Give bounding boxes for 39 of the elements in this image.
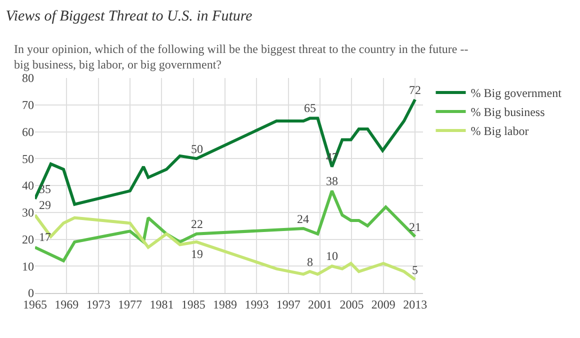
x-tick-label: 2005 [340, 297, 364, 312]
legend-label: % Big government [470, 86, 562, 100]
y-tick-label: 80 [22, 71, 34, 86]
annotation: 21 [409, 220, 421, 234]
y-tick-label: 20 [22, 232, 34, 246]
annotation: 10 [326, 249, 338, 263]
annotation: 24 [297, 212, 309, 226]
annotation: 5 [412, 263, 418, 277]
y-tick-label: 10 [22, 259, 34, 274]
y-tick-label: 30 [22, 206, 34, 220]
annotation: 17 [39, 230, 51, 244]
x-tick-label: 1993 [244, 297, 269, 312]
x-tick-label: 1985 [181, 297, 206, 312]
x-tick-label: 1977 [118, 297, 142, 312]
annotation: 50 [191, 142, 203, 156]
chart-subtitle: In your opinion, which of the following will be the biggest threat to the country in the future -- big business, big labor, or big government? [14, 42, 468, 72]
x-tick-label: 1989 [213, 297, 238, 312]
y-tick-label: 40 [22, 178, 34, 193]
x-tick-label: 2009 [371, 297, 396, 312]
y-tick-label: 50 [22, 152, 34, 166]
annotation: 29 [39, 198, 51, 212]
legend-label: % Big business [470, 105, 546, 120]
annotation: 19 [191, 247, 203, 261]
annotation: 65 [304, 101, 316, 115]
x-tick-label: 2013 [403, 297, 428, 312]
annotation: 72 [409, 83, 421, 97]
chart-title: Views of Biggest Threat to U.S. in Future [6, 8, 253, 25]
annotation: 22 [191, 217, 203, 231]
x-tick-label: 1969 [54, 297, 79, 312]
x-tick-label: 1981 [150, 297, 174, 312]
x-tick-label: 2001 [308, 297, 332, 312]
legend-label: % Big labor [470, 124, 529, 138]
y-tick-label: 70 [22, 98, 34, 112]
y-tick-label: 60 [22, 124, 34, 139]
annotation: 38 [326, 174, 338, 188]
annotation: 8 [307, 255, 313, 269]
x-tick-label: 1997 [276, 297, 300, 312]
annotation: 47 [326, 150, 338, 164]
x-tick-label: 1973 [86, 297, 110, 312]
